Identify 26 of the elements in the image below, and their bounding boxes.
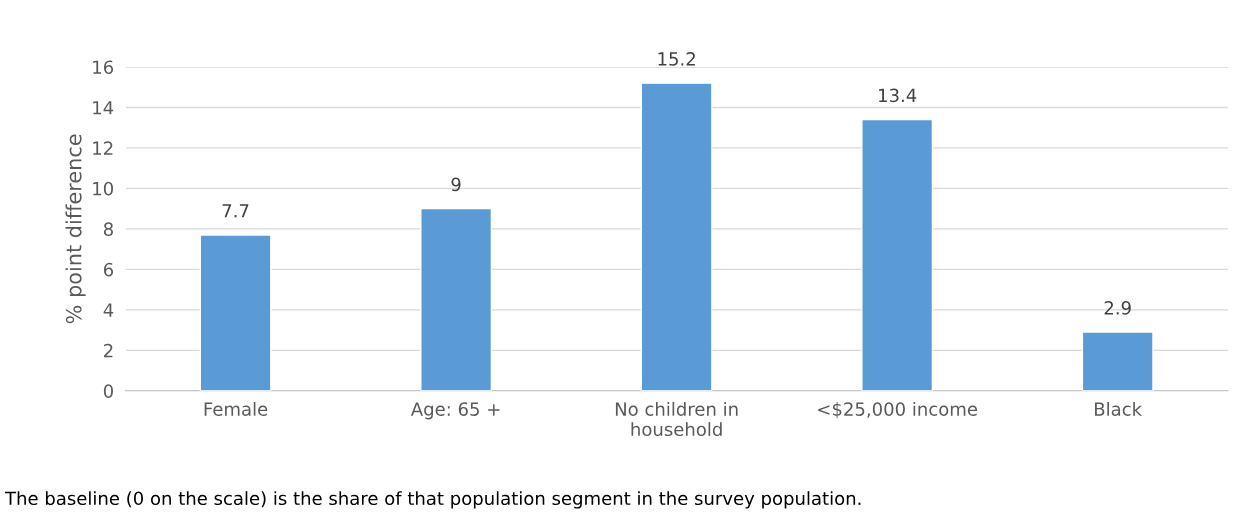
y-tick-label: 0 — [103, 384, 113, 398]
y-tick-label: 14 — [93, 101, 114, 115]
bar — [420, 207, 493, 391]
y-tick-label: 16 — [93, 60, 114, 75]
x-tick-label: Female — [204, 401, 268, 416]
data-label: 7.7 — [222, 204, 249, 218]
y-tick-label: 2 — [104, 343, 113, 358]
bar — [640, 82, 713, 391]
x-tick-label: Black — [1095, 401, 1143, 416]
text: The baseline (0 on the scale) is the share of that population segment in the survey population. — [4, 491, 861, 509]
data-label: 2.9 — [1104, 301, 1131, 315]
y-axis-title: % point difference — [65, 134, 86, 324]
x-tick-label: Age: 65 + — [410, 402, 500, 420]
bar — [199, 234, 272, 391]
y-tick-label: 4 — [103, 303, 114, 317]
y-tick-label: 12 — [93, 141, 113, 155]
y-tick-label: 6 — [103, 262, 114, 277]
y-tick-label: 10 — [93, 181, 113, 196]
x-tick-label: No children in household — [615, 401, 738, 437]
data-label: 15.2 — [658, 52, 695, 66]
bar — [1081, 331, 1154, 391]
data-label: 13.4 — [879, 88, 917, 103]
bar — [861, 118, 934, 391]
x-tick-label: <$25,000 income — [818, 401, 978, 419]
y-tick-label: 8 — [103, 222, 113, 236]
data-label: 9 — [451, 177, 461, 192]
